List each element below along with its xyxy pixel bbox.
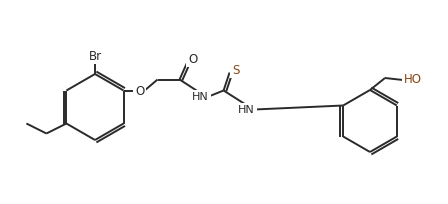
Text: Br: Br [88,50,102,63]
Text: HN: HN [238,105,255,115]
Text: HO: HO [404,73,422,86]
Text: HN: HN [192,92,209,102]
Text: O: O [135,85,144,98]
Text: O: O [188,53,197,66]
Text: S: S [232,64,239,77]
